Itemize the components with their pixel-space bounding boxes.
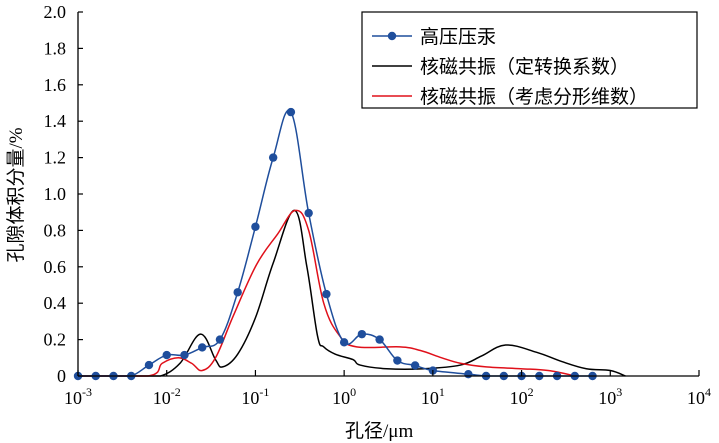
y-tick-label: 1.0 [44, 184, 67, 204]
data-point [375, 335, 384, 344]
x-tick-label: 10-2 [153, 385, 181, 408]
data-point [162, 350, 171, 360]
x-tick-label: 103 [598, 385, 622, 408]
data-point [286, 107, 296, 117]
data-point [464, 369, 473, 379]
series-line-2 [78, 209, 576, 377]
x-axis-label: 孔径/μm [345, 420, 413, 442]
data-point [180, 350, 189, 360]
data-point [251, 222, 260, 231]
y-tick-label: 0.6 [44, 257, 67, 277]
x-tick-label: 101 [421, 385, 445, 408]
data-point [322, 289, 331, 299]
series-line-1 [78, 209, 626, 377]
data-point [357, 329, 367, 339]
y-tick-label: 0 [57, 366, 66, 386]
y-tick-label: 1.4 [44, 111, 67, 131]
legend-label-0: 高压压汞 [420, 26, 496, 48]
data-point [215, 335, 225, 344]
y-tick-label: 1.8 [44, 38, 67, 58]
legend-marker-0 [387, 31, 397, 41]
y-tick-label: 0.4 [44, 293, 67, 313]
x-tick-label: 10-3 [64, 385, 92, 408]
series-lines [73, 107, 626, 381]
data-point [339, 338, 349, 347]
data-point [268, 153, 278, 162]
x-tick-label: 104 [687, 385, 711, 408]
data-point [393, 356, 402, 365]
legend-label-1: 核磁共振（定转换系数） [420, 56, 629, 78]
y-tick-label: 1.6 [44, 75, 67, 95]
tick-labels: 0 0.2 0.4 0.6 0.8 1.0 1.2 1.4 1.6 1.8 2.0 10-3 10-2 1… [44, 2, 712, 408]
y-axis-label: 孔隙体积分量/% [5, 127, 27, 262]
legend-box [361, 11, 698, 109]
x-tick-label: 102 [510, 385, 534, 408]
y-tick-label: 2.0 [44, 2, 67, 22]
axes [77, 11, 700, 377]
legend-label-2: 核磁共振（考虑分形维数） [420, 86, 648, 108]
y-tick-label: 0.2 [44, 330, 67, 350]
y-tick-label: 0.8 [44, 220, 67, 240]
x-tick-label: 10-1 [241, 385, 269, 408]
x-tick-label: 100 [332, 385, 356, 408]
data-point [144, 360, 154, 370]
y-tick-label: 1.2 [44, 148, 67, 168]
data-point [233, 288, 242, 297]
data-point [198, 343, 207, 352]
series-line-0 [78, 109, 593, 377]
data-point [410, 361, 420, 370]
data-point [304, 208, 313, 218]
